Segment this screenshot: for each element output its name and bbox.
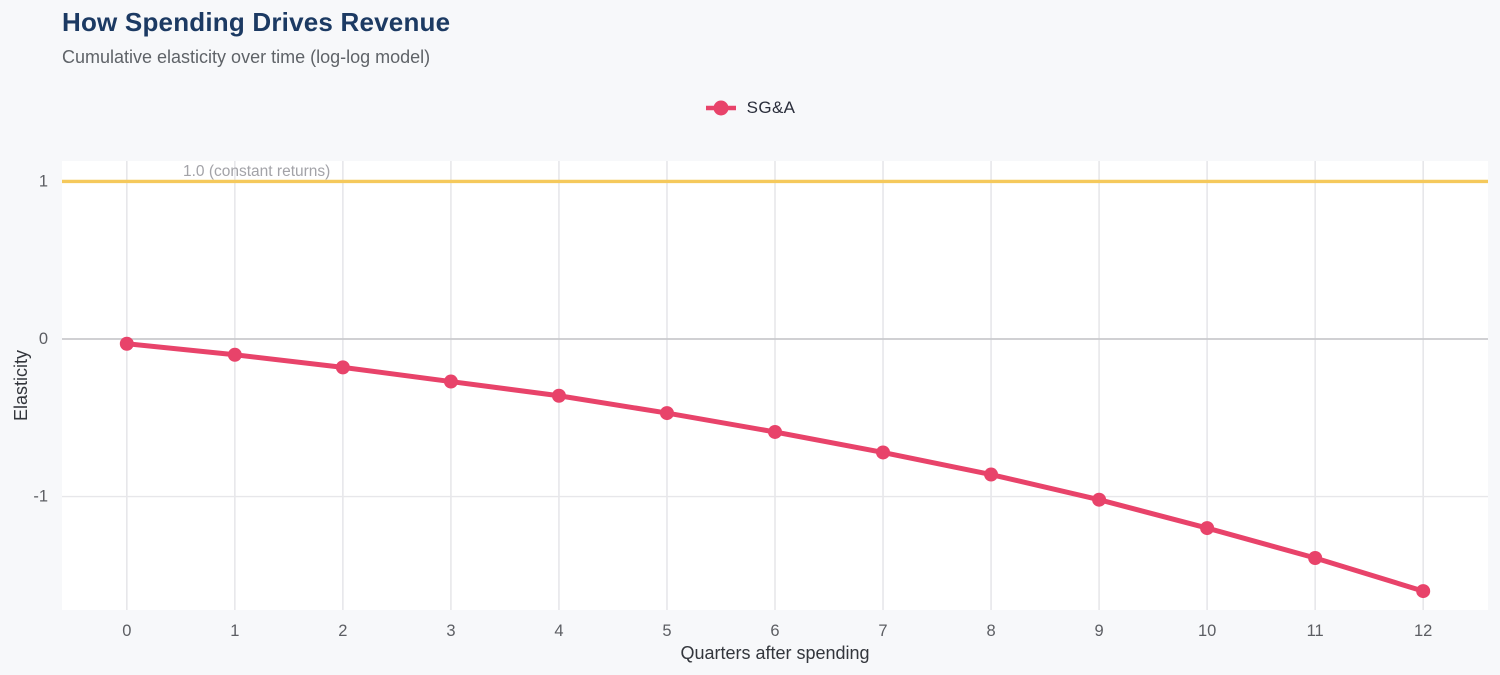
x-tick-label: 5 <box>662 622 671 640</box>
data-point[interactable] <box>1092 492 1107 507</box>
chart-subtitle: Cumulative elasticity over time (log-log… <box>62 47 431 67</box>
legend-line-marker-icon <box>705 100 736 116</box>
y-tick-label: 1 <box>39 172 48 190</box>
x-tick-label: 6 <box>770 622 779 640</box>
x-tick-label: 10 <box>1198 622 1216 640</box>
data-point[interactable] <box>659 406 674 421</box>
data-point[interactable] <box>1308 551 1323 566</box>
data-point[interactable] <box>335 360 350 375</box>
reference-line-label: 1.0 (constant returns) <box>183 163 330 180</box>
x-tick-label: 0 <box>122 622 131 640</box>
x-tick-label: 11 <box>1307 622 1324 640</box>
data-point[interactable] <box>1416 584 1431 599</box>
data-point[interactable] <box>1200 521 1215 536</box>
legend: SG&A <box>0 98 1500 118</box>
chart-title: How Spending Drives Revenue <box>62 7 451 37</box>
data-point[interactable] <box>768 424 782 439</box>
data-point[interactable] <box>551 388 566 403</box>
data-point[interactable] <box>443 374 458 389</box>
y-axis-title: Elasticity <box>11 350 31 421</box>
x-axis-title: Quarters after spending <box>680 643 869 663</box>
x-tick-label: 4 <box>554 622 563 640</box>
x-tick-label: 2 <box>338 622 347 640</box>
x-tick-label: 3 <box>446 622 455 640</box>
data-point[interactable] <box>984 467 999 482</box>
y-tick-label: -1 <box>33 488 48 506</box>
y-tick-label: 0 <box>39 330 48 348</box>
legend-item-label: SG&A <box>746 98 796 117</box>
x-tick-label: 1 <box>230 622 239 640</box>
data-point[interactable] <box>876 445 891 460</box>
data-point[interactable] <box>227 347 242 362</box>
x-tick-label: 8 <box>986 622 995 640</box>
x-tick-label: 12 <box>1414 622 1432 640</box>
legend-item-sga[interactable]: SG&A <box>705 98 796 118</box>
data-point[interactable] <box>119 336 134 351</box>
x-tick-label: 7 <box>878 622 887 640</box>
x-tick-label: 9 <box>1094 622 1103 640</box>
